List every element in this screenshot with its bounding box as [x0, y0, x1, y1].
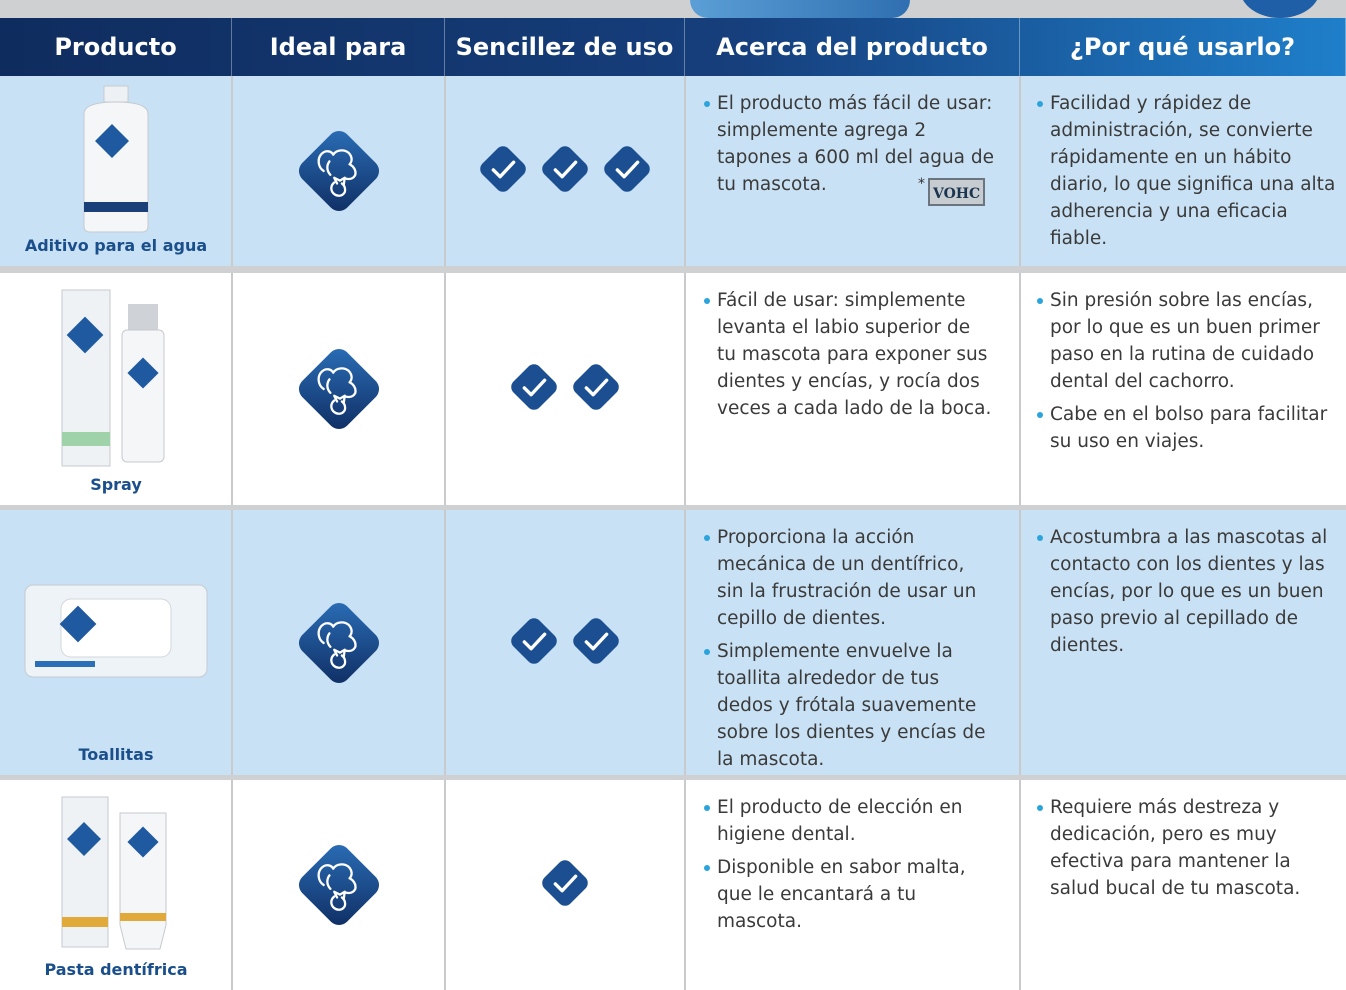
column-header: Ideal para	[232, 18, 445, 76]
product-name: Toallitas	[78, 745, 154, 764]
column-divider	[684, 780, 686, 990]
column-header: Sencillez de uso	[445, 18, 685, 76]
column-divider	[231, 510, 233, 775]
ease-rating	[445, 273, 685, 505]
check-icon	[505, 358, 563, 420]
check-icon	[536, 140, 594, 202]
column-divider	[231, 780, 233, 990]
check-icon	[505, 612, 563, 674]
column-divider	[1019, 780, 1021, 990]
decor-shape	[690, 0, 910, 18]
product-image	[0, 788, 232, 958]
about-list: Fácil de usar: simplemente levanta el la…	[703, 287, 993, 428]
check-icon	[567, 612, 625, 674]
pet-icon	[232, 273, 445, 505]
check-icon	[536, 854, 594, 916]
decor-circle	[1240, 0, 1320, 18]
pet-icon	[232, 510, 445, 775]
column-header: Producto	[0, 18, 232, 76]
column-divider	[684, 273, 686, 505]
column-divider	[231, 273, 233, 505]
row-background	[0, 510, 1346, 775]
column-divider	[444, 780, 446, 990]
why-list: Sin presión sobre las encías, por lo que…	[1036, 287, 1342, 461]
column-divider	[444, 510, 446, 775]
check-icon	[598, 140, 656, 202]
vohc-seal: VOHC	[928, 178, 986, 206]
about-item: Fácil de usar: simplemente levanta el la…	[703, 287, 993, 422]
product-image	[0, 281, 232, 473]
why-item: Requiere más destreza y dedicación, pero…	[1036, 794, 1342, 902]
row-background	[0, 273, 1346, 505]
about-item: Simplemente envuelve la toallita alreded…	[703, 638, 993, 773]
why-list: Facilidad y rápidez de administración, s…	[1036, 90, 1342, 258]
column-divider	[1019, 510, 1021, 775]
row-background	[0, 76, 1346, 266]
about-item: Proporciona la acción mecánica de un den…	[703, 524, 993, 632]
product-name: Spray	[90, 475, 142, 494]
ease-rating	[445, 76, 685, 266]
why-item: Sin presión sobre las encías, por lo que…	[1036, 287, 1342, 395]
product-name: Pasta dentífrica	[44, 960, 188, 979]
product-name: Aditivo para el agua	[24, 236, 208, 255]
check-icon	[474, 140, 532, 202]
product-image	[0, 84, 232, 234]
header-bar	[0, 18, 1346, 76]
ease-rating	[445, 780, 685, 990]
note-mark: *	[918, 176, 925, 192]
column-divider	[444, 76, 446, 266]
column-divider	[231, 76, 233, 266]
why-item: Acostumbra a las mascotas al contacto co…	[1036, 524, 1342, 659]
column-divider	[1019, 76, 1021, 266]
column-divider	[444, 273, 446, 505]
column-divider	[684, 510, 686, 775]
check-icon	[567, 358, 625, 420]
column-divider	[1019, 273, 1021, 505]
about-item: El producto de elección en higiene denta…	[703, 794, 993, 848]
why-list: Acostumbra a las mascotas al contacto co…	[1036, 524, 1342, 665]
why-list: Requiere más destreza y dedicación, pero…	[1036, 794, 1342, 908]
column-header: ¿Por qué usarlo?	[1020, 18, 1346, 76]
about-list: El producto más fácil de usar: simplemen…	[703, 90, 1003, 204]
about-list: El producto de elección en higiene denta…	[703, 794, 993, 941]
pet-icon	[232, 76, 445, 266]
column-divider	[684, 76, 686, 266]
pet-icon	[232, 780, 445, 990]
row-background	[0, 780, 1346, 990]
column-header: Acerca del producto	[685, 18, 1020, 76]
about-item: Disponible en sabor malta, que le encant…	[703, 854, 993, 935]
product-image	[0, 518, 232, 743]
about-list: Proporciona la acción mecánica de un den…	[703, 524, 993, 779]
ease-rating	[445, 510, 685, 775]
why-item: Cabe en el bolso para facilitar su uso e…	[1036, 401, 1342, 455]
why-item: Facilidad y rápidez de administración, s…	[1036, 90, 1342, 252]
about-item: El producto más fácil de usar: simplemen…	[703, 90, 1003, 198]
